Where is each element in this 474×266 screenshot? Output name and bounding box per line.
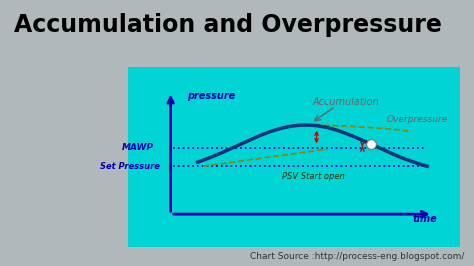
Text: Accumulation and Overpressure: Accumulation and Overpressure [14, 13, 442, 37]
Bar [128, 66, 460, 247]
Text: PSV Start open: PSV Start open [283, 172, 345, 181]
Text: Chart Source :http://process-eng.blogspot.com/: Chart Source :http://process-eng.blogspo… [250, 252, 465, 261]
Text: MAWP: MAWP [122, 143, 154, 152]
Text: Set Pressure: Set Pressure [100, 162, 160, 171]
Text: Overpressure: Overpressure [387, 115, 448, 124]
Text: Accumulation: Accumulation [313, 97, 380, 107]
Text: pressure: pressure [187, 91, 235, 101]
Text: time: time [412, 214, 437, 224]
